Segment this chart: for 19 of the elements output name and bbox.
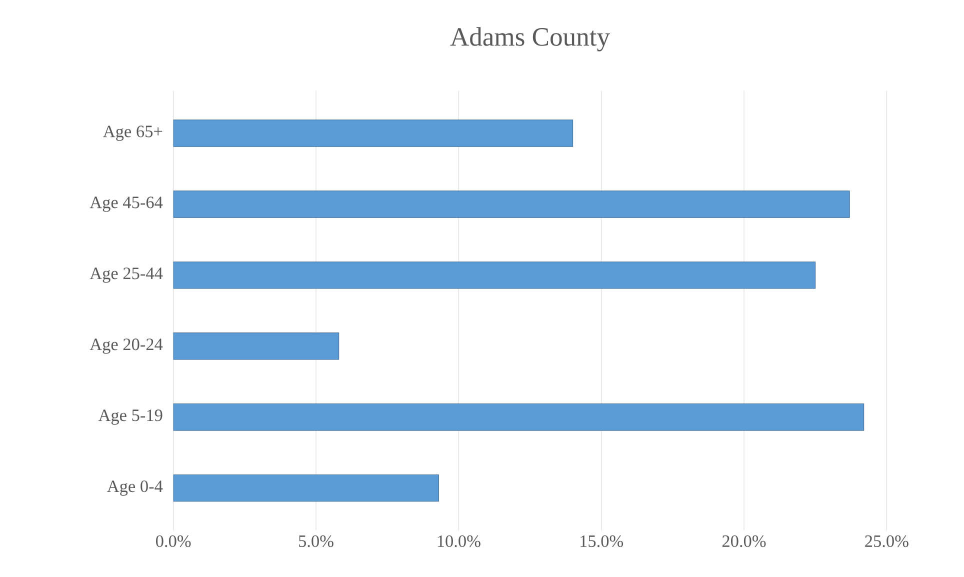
y-tick-label: Age 45-64 [90,196,163,212]
bar [173,332,340,360]
x-tick-label: 10.0% [438,535,480,547]
bar [173,403,864,431]
bar [173,474,439,502]
x-tick-label: 0.0% [156,535,191,547]
x-tick-label: 25.0% [865,535,908,547]
y-tick-label: Age 5-19 [98,409,162,425]
y-tick-label: Age 20-24 [90,338,163,354]
x-tick-label: 15.0% [580,535,624,547]
y-tick-label: Age 65+ [103,126,162,141]
bar [173,119,574,147]
y-tick-label: Age 25-44 [90,267,163,283]
chart-title: Adams County [450,27,610,52]
x-tick-label: 5.0% [299,535,334,547]
bar [173,261,816,289]
bar [173,190,850,218]
x-tick-label: 20.0% [722,535,766,547]
y-tick-label: Age 0-4 [107,480,163,496]
